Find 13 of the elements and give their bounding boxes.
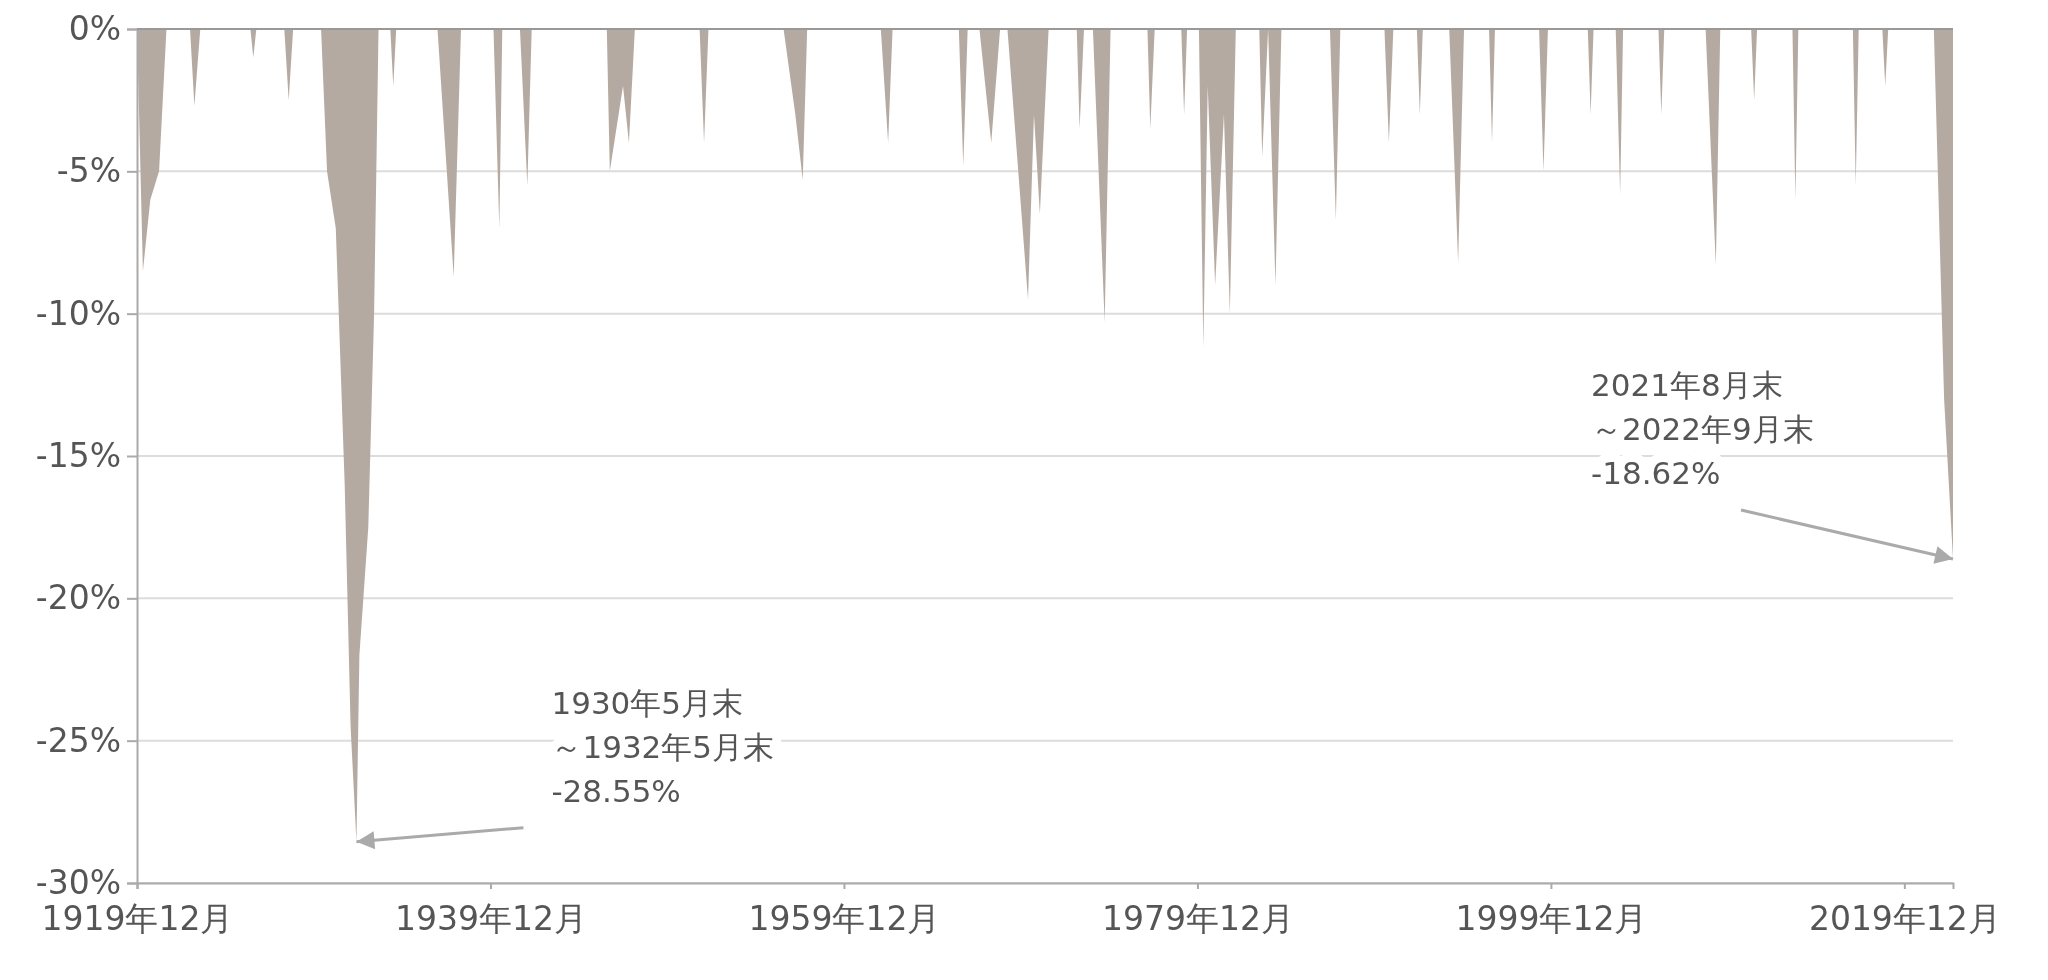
y-tick-label: 0% <box>68 9 121 49</box>
x-tick-label: 2019年12月 <box>1808 899 2001 939</box>
y-tick-label: -20% <box>35 578 121 618</box>
y-tick-label: -5% <box>56 151 121 191</box>
y-tick-label: -10% <box>35 293 121 333</box>
x-tick-label: 1979年12月 <box>1101 899 1294 939</box>
annotation: 1930年5月末～1932年5月末-28.55% <box>551 684 775 809</box>
y-tick-label: -15% <box>35 436 121 476</box>
annotation: 2021年8月末～2022年9月末-18.62% <box>1591 367 1814 492</box>
y-tick-label: -25% <box>35 720 121 760</box>
x-tick-label: 1999年12月 <box>1455 899 1648 939</box>
x-tick-label: 1939年12月 <box>394 899 587 939</box>
x-tick-label: 1959年12月 <box>748 899 941 939</box>
